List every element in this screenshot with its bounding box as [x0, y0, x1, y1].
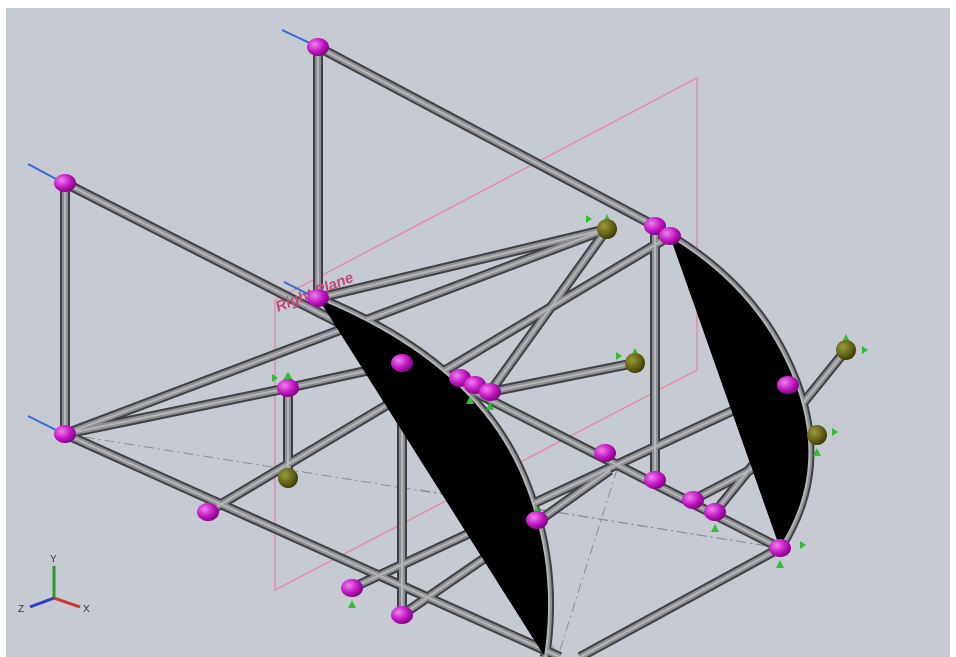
axis-triad: Y X Z [18, 554, 90, 615]
joints [54, 38, 856, 624]
fixture-arrows [272, 214, 868, 608]
right-plane [274, 76, 698, 592]
direction-arrows [27, 29, 313, 432]
triad-x: X [83, 604, 90, 615]
triad-y: Y [50, 554, 57, 565]
triad-z: Z [18, 604, 24, 615]
